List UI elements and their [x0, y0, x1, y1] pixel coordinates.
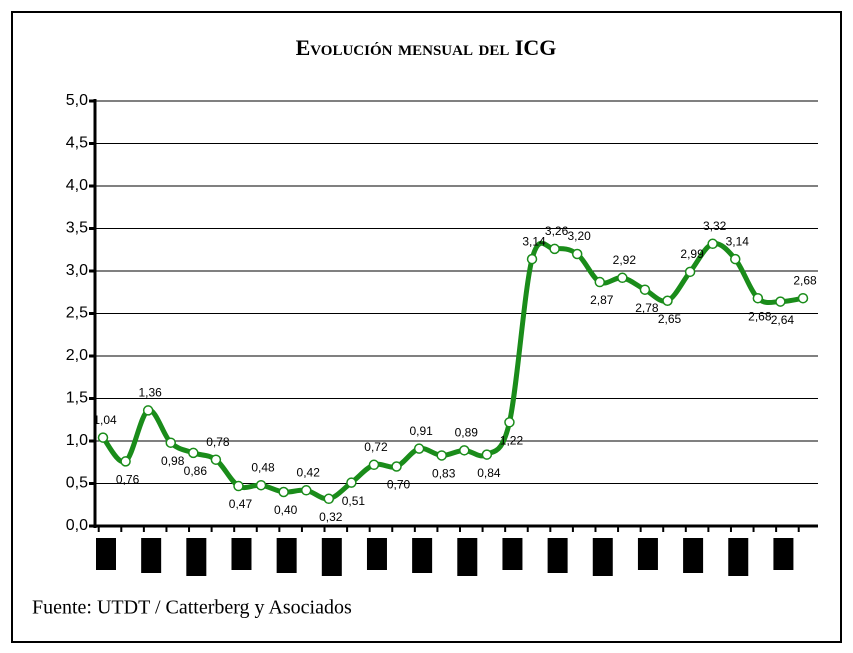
y-tick-label: 3,5 — [66, 220, 88, 237]
point — [323, 493, 335, 505]
value-label: 2,68 — [793, 273, 817, 287]
frame — [11, 11, 842, 643]
y-tick-label: 4,5 — [66, 135, 88, 152]
point — [594, 276, 606, 288]
point — [436, 450, 447, 461]
redacted-label — [773, 538, 794, 570]
point — [300, 485, 312, 496]
value-label: 0,98 — [161, 454, 185, 468]
value-label: 0,32 — [319, 510, 343, 524]
value-label: 0,40 — [274, 503, 298, 517]
value-label: 0,89 — [455, 426, 479, 440]
point — [752, 292, 764, 304]
point — [165, 437, 176, 448]
redacted-label — [231, 538, 252, 570]
redacted-label — [141, 538, 162, 573]
point — [97, 432, 109, 443]
value-label: 3,14 — [522, 234, 546, 248]
point — [413, 443, 425, 454]
value-label: 0,42 — [297, 465, 321, 479]
point — [571, 248, 583, 260]
value-label: 2,78 — [635, 301, 659, 315]
value-label: 0,72 — [364, 440, 388, 454]
redacted-label — [547, 538, 568, 573]
redacted-label — [592, 538, 613, 576]
point — [707, 238, 718, 250]
redacted-label — [366, 538, 387, 570]
point — [459, 445, 470, 456]
y-tick-label: 0,0 — [66, 517, 88, 534]
value-label: 1,22 — [500, 433, 524, 447]
y-tick-label: 3,0 — [66, 262, 88, 279]
value-label: 0,78 — [206, 435, 230, 449]
point — [120, 456, 131, 467]
value-label: 3,32 — [703, 219, 727, 233]
value-label: 0,70 — [387, 478, 411, 492]
value-label: 3,26 — [545, 224, 569, 238]
value-label: 1,36 — [138, 386, 162, 400]
y-tick-label: 1,5 — [66, 390, 88, 407]
value-label: 0,83 — [432, 467, 456, 481]
value-label: 2,92 — [613, 253, 637, 267]
y-tick-label: 4,0 — [66, 177, 88, 194]
value-label: 3,14 — [726, 234, 750, 248]
point — [368, 459, 380, 471]
value-label: 2,68 — [748, 309, 772, 323]
redacted-label — [321, 538, 342, 576]
point — [346, 477, 357, 488]
point — [549, 243, 560, 255]
redacted-label — [457, 538, 478, 576]
point — [481, 449, 493, 460]
point — [142, 405, 154, 416]
value-label: 0,47 — [229, 497, 253, 511]
value-label: 2,65 — [658, 312, 682, 326]
y-tick-label: 5,0 — [66, 92, 88, 109]
redacted-label — [637, 538, 658, 570]
redacted-label — [683, 538, 704, 573]
point — [684, 266, 696, 278]
value-label: 2,64 — [771, 313, 795, 327]
point — [617, 272, 628, 284]
point — [730, 253, 741, 265]
point — [233, 480, 244, 492]
point — [775, 296, 786, 307]
value-label: 0,84 — [477, 466, 501, 480]
value-label: 0,86 — [184, 464, 208, 478]
point — [391, 461, 402, 472]
value-label: 0,76 — [116, 473, 140, 487]
value-label: 2,99 — [680, 247, 704, 261]
point — [255, 479, 267, 491]
point — [210, 454, 222, 465]
chart-title: Evolución mensual del ICG — [296, 35, 557, 60]
value-label: 0,91 — [409, 424, 433, 438]
y-tick-label: 1,0 — [66, 432, 88, 449]
value-label: 0,51 — [342, 494, 366, 508]
point — [662, 295, 673, 306]
value-label: 2,87 — [590, 293, 614, 307]
value-label: 0,48 — [251, 460, 275, 474]
y-tick-label: 2,5 — [66, 305, 88, 322]
y-tick-label: 2,0 — [66, 347, 88, 364]
redacted-label — [186, 538, 207, 576]
value-label: 1,04 — [93, 413, 117, 427]
point — [188, 447, 199, 459]
point — [797, 292, 809, 304]
point — [504, 417, 515, 428]
redacted-label — [276, 538, 297, 573]
redacted-label — [96, 538, 116, 570]
source-note: Fuente: UTDT / Catterberg y Asociados — [32, 597, 352, 619]
point — [526, 253, 538, 265]
redacted-label — [412, 538, 433, 573]
redacted-label — [502, 538, 523, 570]
value-label: 3,20 — [568, 229, 592, 243]
point — [278, 486, 289, 498]
point — [639, 284, 651, 295]
redacted-label — [728, 538, 749, 576]
y-tick-label: 0,5 — [66, 475, 88, 492]
